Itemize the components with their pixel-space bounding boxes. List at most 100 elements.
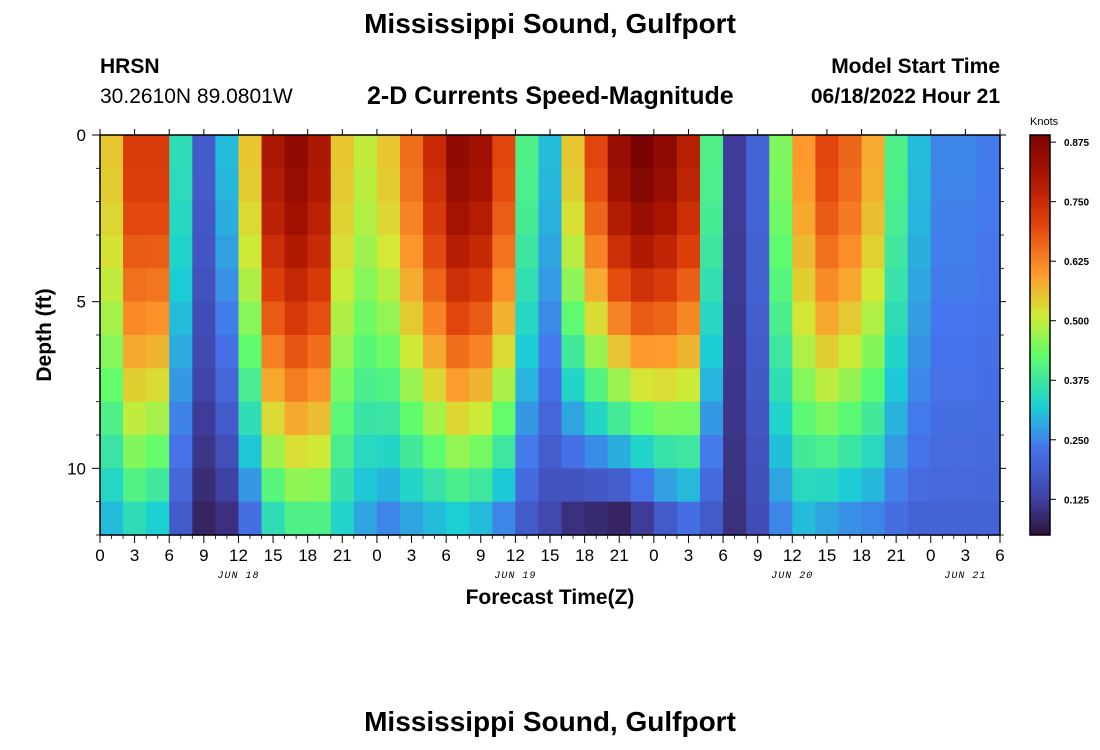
heatmap-cell	[630, 135, 655, 169]
heatmap-cell	[169, 301, 193, 336]
heatmap-cell	[261, 435, 286, 469]
heatmap-cell	[100, 468, 124, 503]
heatmap-cell	[446, 168, 470, 203]
heatmap-cell	[884, 301, 909, 336]
x-tick-label: 0	[926, 546, 935, 565]
heatmap-cell	[238, 401, 263, 436]
heatmap-cell	[215, 335, 240, 369]
heatmap-cell	[884, 368, 909, 403]
heatmap-cell	[653, 435, 678, 469]
heatmap-cell	[492, 401, 516, 436]
heatmap-cell	[930, 268, 955, 303]
heatmap-cell	[769, 168, 793, 203]
heatmap-cell	[215, 135, 240, 169]
heatmap-cell	[192, 235, 216, 269]
heatmap-cell	[307, 201, 332, 236]
heatmap-cell	[930, 401, 955, 436]
heatmap-cell	[792, 435, 816, 469]
heatmap-cell	[238, 168, 263, 203]
heatmap-cell	[792, 301, 816, 336]
heatmap-cell	[723, 468, 747, 503]
heatmap-cell	[653, 268, 678, 303]
heatmap-cell	[653, 235, 678, 269]
heatmap-cell	[238, 468, 263, 503]
heatmap-cell	[930, 168, 955, 203]
heatmap-cell	[169, 368, 193, 403]
heatmap-cell	[261, 135, 286, 169]
heatmap-cell	[700, 168, 724, 203]
heatmap-cell	[884, 468, 909, 503]
heatmap-cell	[284, 168, 309, 203]
heatmap-cell	[953, 235, 978, 269]
heatmap-cell	[746, 501, 770, 536]
heatmap-cell	[607, 368, 632, 403]
heatmap-cell	[353, 435, 378, 469]
heatmap-cell	[330, 235, 355, 269]
heatmap-cell	[330, 501, 355, 536]
heatmap-cell	[515, 135, 540, 169]
heatmap-cell	[146, 435, 170, 469]
heatmap-cell	[100, 235, 124, 269]
heatmap-cell	[146, 501, 170, 536]
heatmap-cell	[792, 135, 816, 169]
heatmap-cell	[884, 235, 909, 269]
heatmap-cell	[423, 401, 447, 436]
heatmap-cell	[446, 401, 470, 436]
heatmap-cell	[423, 235, 447, 269]
heatmap-cell	[700, 401, 724, 436]
heatmap-cell	[515, 235, 540, 269]
heatmap-cell	[792, 335, 816, 369]
heatmap-cell	[215, 301, 240, 336]
heatmap-cell	[976, 135, 1001, 169]
heatmap-cell	[769, 501, 793, 536]
y-tick-label: 10	[67, 459, 86, 478]
heatmap-cell	[792, 235, 816, 269]
heatmap-cell	[861, 168, 886, 203]
heatmap-cell	[376, 235, 401, 269]
heatmap-cell	[400, 301, 424, 336]
heatmap-cell	[215, 435, 240, 469]
heatmap-cell	[123, 368, 147, 403]
heatmap-cell	[146, 301, 170, 336]
heatmap-cell	[815, 268, 840, 303]
heatmap-cell	[976, 201, 1001, 236]
heatmap-cell	[700, 368, 724, 403]
colorbar-ticks: 0.125 0.250 0.375 0.500 0.625 0.750 0.875	[1050, 138, 1089, 506]
heatmap-cell	[607, 168, 632, 203]
heatmap-cell	[238, 268, 263, 303]
heatmap-cell	[400, 268, 424, 303]
heatmap-cell	[907, 368, 932, 403]
heatmap-cell	[607, 201, 632, 236]
heatmap-cell	[261, 401, 286, 436]
heatmap-cell	[538, 468, 563, 503]
heatmap-cell	[446, 301, 470, 336]
heatmap-cell	[792, 468, 816, 503]
heatmap-cell	[215, 201, 240, 236]
heatmap-cell	[307, 268, 332, 303]
heatmap-cell	[907, 501, 932, 536]
heatmap-cell	[515, 201, 540, 236]
heatmap-cell	[469, 435, 493, 469]
heatmap-cell	[561, 235, 586, 269]
heatmap-cell	[746, 235, 770, 269]
heatmap-cell	[861, 435, 886, 469]
heatmap-cell	[676, 235, 701, 269]
heatmap-cell	[515, 435, 540, 469]
heatmap-cell	[815, 468, 840, 503]
heatmap-cell	[215, 501, 240, 536]
heatmap-cell	[169, 335, 193, 369]
heatmap-cell	[884, 435, 909, 469]
heatmap-cell	[376, 368, 401, 403]
heatmap-cell	[861, 468, 886, 503]
heatmap-cell	[630, 335, 655, 369]
heatmap-cell	[353, 268, 378, 303]
heatmap-cell	[907, 235, 932, 269]
heatmap-cell	[976, 435, 1001, 469]
station-coordinates: 30.2610N 89.0801W	[100, 85, 293, 108]
heatmap-cell	[146, 235, 170, 269]
heatmap-cell	[469, 301, 493, 336]
heatmap-cell	[976, 401, 1001, 436]
heatmap-cell	[630, 468, 655, 503]
heatmap-cell	[330, 268, 355, 303]
heatmap-cell	[353, 135, 378, 169]
